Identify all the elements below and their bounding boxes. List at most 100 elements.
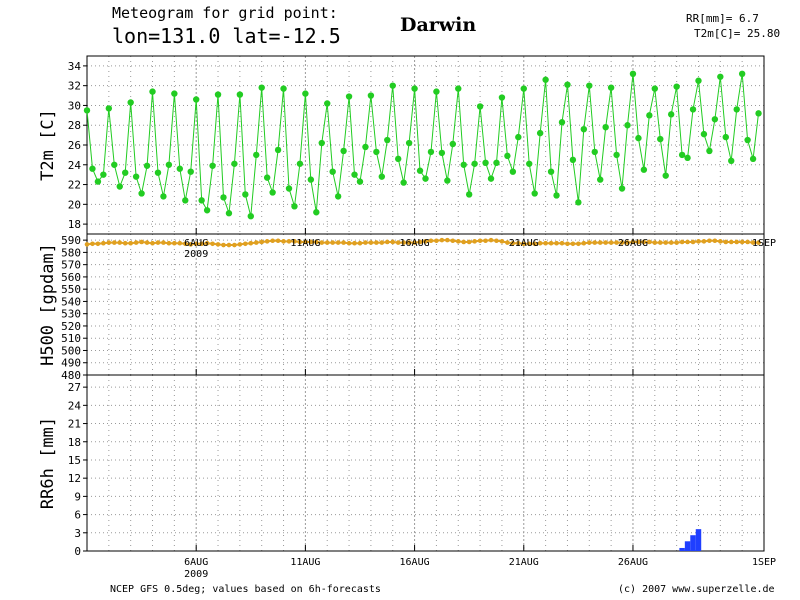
h500-point <box>750 240 756 245</box>
t2m-summary: T2m[C]= 25.80 <box>694 27 781 40</box>
t2m-point <box>509 168 517 175</box>
h500-ytick-label: 530 <box>61 308 81 321</box>
h500-ytick-label: 560 <box>61 271 81 284</box>
t2m-point <box>493 159 500 166</box>
h500-point <box>526 241 532 247</box>
h500-point <box>406 240 412 245</box>
t2m-point <box>198 197 205 204</box>
h500-point <box>679 239 685 245</box>
h500-point <box>483 238 488 244</box>
t2m-point <box>547 168 555 175</box>
h500-series-line <box>86 239 759 246</box>
t2m-point <box>356 178 364 185</box>
t2m-point <box>340 147 347 155</box>
h500-point <box>106 240 112 245</box>
t2m-point <box>220 194 227 201</box>
h500-point <box>663 240 669 245</box>
h500-point <box>95 241 101 247</box>
h500-point <box>122 240 128 246</box>
h500-point <box>597 240 603 245</box>
t2m-point <box>307 176 315 183</box>
h500-point <box>592 240 598 245</box>
h500-point <box>657 240 663 245</box>
rr6h-panel: 0 3 6 9 12 15 18 21 24 27 RR6h [mm] <box>38 374 765 558</box>
t2m-point <box>575 199 582 206</box>
t2m-point <box>154 169 162 176</box>
xtick-label: 21AUG <box>509 557 539 568</box>
t2m-point <box>618 185 626 192</box>
h500-point <box>548 240 554 246</box>
h500-point <box>346 240 352 246</box>
h500-point <box>516 240 521 246</box>
t2m-point <box>389 82 396 89</box>
h500-point <box>357 240 363 246</box>
t2m-ytick-label: 22 <box>68 179 81 192</box>
h500-point <box>243 241 248 247</box>
rr6h-ytick-label: 6 <box>74 509 81 522</box>
t2m-point <box>553 192 560 199</box>
h500-ytick-label: 580 <box>61 246 81 259</box>
t2m-point <box>416 167 424 174</box>
h500-point <box>384 239 390 245</box>
rr6h-ytick-label: 27 <box>68 381 81 394</box>
t2m-point <box>602 124 609 131</box>
t2m-ytick-label: 30 <box>68 99 81 112</box>
h500-point <box>314 239 319 245</box>
t2m-ytick-label: 20 <box>68 198 81 211</box>
h500-ytick-label: 480 <box>61 369 81 382</box>
t2m-point <box>182 197 189 204</box>
t2m-point <box>749 155 757 163</box>
t2m-frame <box>86 55 765 235</box>
rr6h-ytick-label: 9 <box>74 490 81 503</box>
h500-point <box>253 240 259 245</box>
t2m-point <box>132 173 140 180</box>
h500-point <box>264 239 270 244</box>
h500-point <box>308 239 314 245</box>
t2m-point <box>728 157 735 165</box>
t2m-point <box>651 85 659 92</box>
h500-point <box>193 241 199 247</box>
rr6h-bar <box>679 547 685 551</box>
t2m-point <box>498 94 506 101</box>
t2m-point <box>291 203 298 210</box>
t2m-ytick-label: 34 <box>68 60 82 73</box>
h500-point <box>466 239 472 245</box>
t2m-point <box>657 135 664 143</box>
h500-point <box>150 240 155 246</box>
h500-point <box>303 239 308 245</box>
h500-ytick-label: 550 <box>61 283 81 296</box>
h500-point <box>379 240 385 245</box>
h500-point <box>172 240 177 246</box>
t2m-point <box>755 110 762 117</box>
t2m-point <box>422 175 429 182</box>
t2m-point <box>471 160 478 167</box>
t2m-point <box>209 162 216 169</box>
t2m-point <box>395 155 402 163</box>
t2m-point <box>667 111 675 118</box>
t2m-point <box>629 70 637 78</box>
h500-panel: 480490500510520530540550560570580590H500… <box>38 233 765 382</box>
t2m-point <box>662 172 669 179</box>
t2m-point <box>171 90 178 97</box>
t2m-point <box>122 169 129 176</box>
t2m-point <box>558 119 566 126</box>
t2m-point <box>269 189 276 196</box>
h500-point <box>144 240 150 245</box>
h500-point <box>428 238 434 244</box>
t2m-point <box>520 85 527 92</box>
rr6h-ytick-label: 18 <box>68 436 81 449</box>
t2m-point <box>149 88 156 95</box>
xtick-label: 11AUG <box>290 557 320 568</box>
h500-point <box>133 240 139 245</box>
t2m-point <box>586 82 593 89</box>
t2m-point <box>695 77 702 84</box>
t2m-point <box>138 190 145 197</box>
h500-point <box>668 240 674 245</box>
t2m-point <box>274 146 282 154</box>
h500-point <box>728 239 734 245</box>
h500-point <box>330 240 335 245</box>
h500-ytick-label: 540 <box>61 295 81 308</box>
h500-point <box>537 240 543 246</box>
h500-point <box>199 241 204 247</box>
t2m-ytick-label: 32 <box>68 80 81 93</box>
